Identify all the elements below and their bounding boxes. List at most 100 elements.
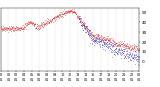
Point [104, 40, 107, 41]
Point [61, 15, 64, 16]
Point [130, 47, 133, 48]
Point [1, 29, 4, 30]
Point [36, 28, 39, 29]
Point [90, 35, 93, 37]
Point [18, 27, 20, 29]
Point [78, 18, 81, 19]
Point [131, 47, 133, 48]
Point [88, 29, 91, 31]
Point [55, 15, 57, 17]
Point [30, 21, 32, 23]
Point [8, 27, 11, 29]
Point [56, 16, 58, 17]
Point [83, 24, 86, 26]
Point [126, 47, 129, 48]
Point [37, 28, 40, 29]
Point [56, 15, 59, 16]
Point [87, 35, 90, 36]
Point [102, 36, 104, 37]
Point [2, 28, 4, 30]
Point [124, 56, 127, 58]
Point [76, 17, 78, 19]
Point [14, 27, 17, 29]
Point [133, 56, 136, 57]
Point [52, 17, 54, 18]
Point [126, 53, 129, 54]
Point [108, 43, 111, 44]
Point [73, 12, 76, 13]
Point [20, 28, 23, 29]
Point [80, 17, 83, 19]
Point [111, 56, 114, 57]
Point [14, 29, 17, 30]
Point [114, 55, 116, 56]
Point [69, 10, 71, 12]
Point [5, 28, 8, 30]
Point [128, 46, 131, 47]
Point [38, 26, 41, 27]
Point [91, 36, 93, 37]
Point [104, 44, 107, 45]
Point [63, 12, 65, 14]
Point [126, 50, 128, 52]
Point [97, 40, 100, 42]
Point [14, 27, 16, 29]
Point [45, 22, 47, 24]
Point [127, 46, 129, 47]
Point [91, 38, 93, 39]
Point [98, 34, 101, 35]
Point [116, 53, 118, 54]
Point [55, 16, 57, 17]
Point [27, 22, 30, 24]
Point [121, 43, 124, 44]
Point [82, 30, 84, 31]
Point [93, 37, 96, 38]
Point [112, 43, 115, 44]
Point [84, 25, 87, 27]
Point [79, 20, 82, 22]
Point [130, 48, 132, 49]
Point [14, 29, 16, 31]
Point [37, 25, 39, 26]
Point [60, 16, 63, 17]
Point [106, 41, 108, 43]
Point [86, 29, 89, 30]
Point [66, 11, 68, 12]
Point [56, 15, 58, 17]
Point [112, 53, 115, 54]
Point [42, 26, 44, 27]
Point [64, 13, 67, 14]
Point [125, 55, 127, 56]
Point [46, 22, 48, 23]
Point [41, 24, 44, 26]
Point [3, 27, 6, 29]
Point [1, 29, 4, 31]
Point [134, 49, 136, 50]
Point [34, 23, 36, 25]
Point [100, 36, 102, 37]
Point [86, 31, 89, 32]
Point [107, 35, 109, 37]
Point [103, 42, 105, 44]
Point [97, 37, 99, 39]
Point [88, 33, 91, 34]
Point [17, 28, 19, 29]
Point [112, 39, 114, 41]
Point [26, 23, 29, 25]
Point [39, 27, 41, 28]
Point [18, 29, 20, 30]
Point [98, 37, 100, 39]
Point [5, 26, 7, 27]
Point [89, 42, 92, 44]
Point [83, 23, 86, 25]
Point [132, 56, 135, 58]
Point [70, 10, 72, 11]
Point [101, 44, 104, 46]
Point [138, 64, 140, 65]
Point [106, 41, 109, 42]
Point [67, 11, 70, 12]
Point [85, 26, 87, 27]
Point [94, 42, 96, 44]
Point [120, 49, 123, 50]
Point [53, 17, 56, 18]
